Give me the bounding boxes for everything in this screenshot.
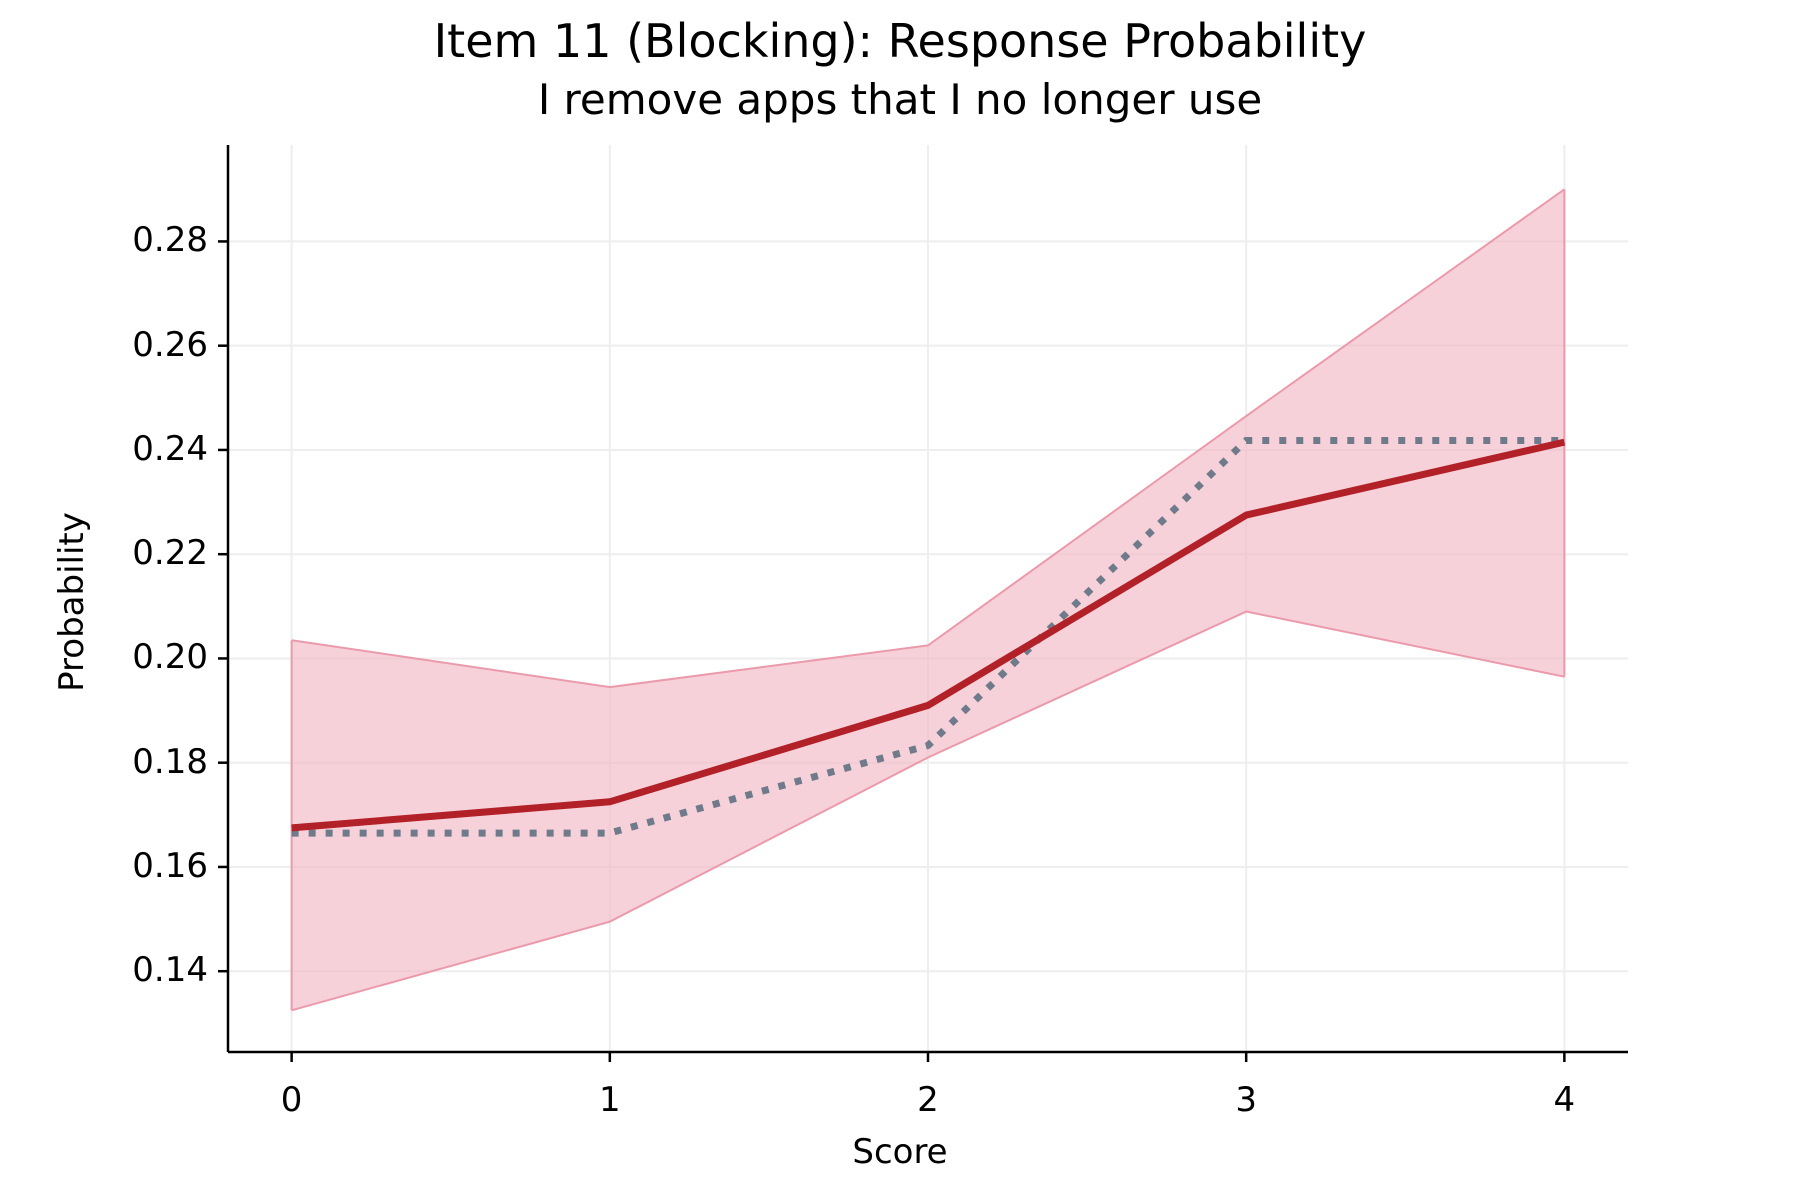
x-tick-label: 1	[598, 1080, 621, 1120]
band-lower-edge	[291, 610, 1565, 1012]
axes	[218, 145, 1628, 1062]
chart-subtitle: I remove apps that I no longer use	[537, 75, 1263, 124]
x-tick-label: 4	[1553, 1080, 1576, 1120]
x-tick-label: 0	[280, 1080, 303, 1120]
y-tick-label: 0.20	[132, 637, 208, 678]
y-tick-label: 0.26	[132, 324, 208, 365]
y-tick-label: 0.24	[132, 428, 208, 469]
band-upper-edge	[291, 188, 1565, 689]
series-dotted-line	[291, 437, 1565, 837]
x-tick-label: 3	[1235, 1080, 1257, 1120]
series-lines	[291, 437, 1566, 837]
chart-title: Item 11 (Blocking): Response Probability	[433, 14, 1367, 68]
x-tick-label: 2	[917, 1080, 939, 1120]
y-tick-label: 0.18	[132, 741, 208, 782]
y-tick-label: 0.16	[132, 845, 208, 886]
x-axis-label: Score	[852, 1132, 948, 1172]
series-solid-line	[291, 438, 1566, 832]
y-tick-label: 0.22	[132, 533, 208, 574]
y-tick-label: 0.14	[132, 950, 208, 991]
y-tick-label: 0.28	[132, 220, 208, 261]
